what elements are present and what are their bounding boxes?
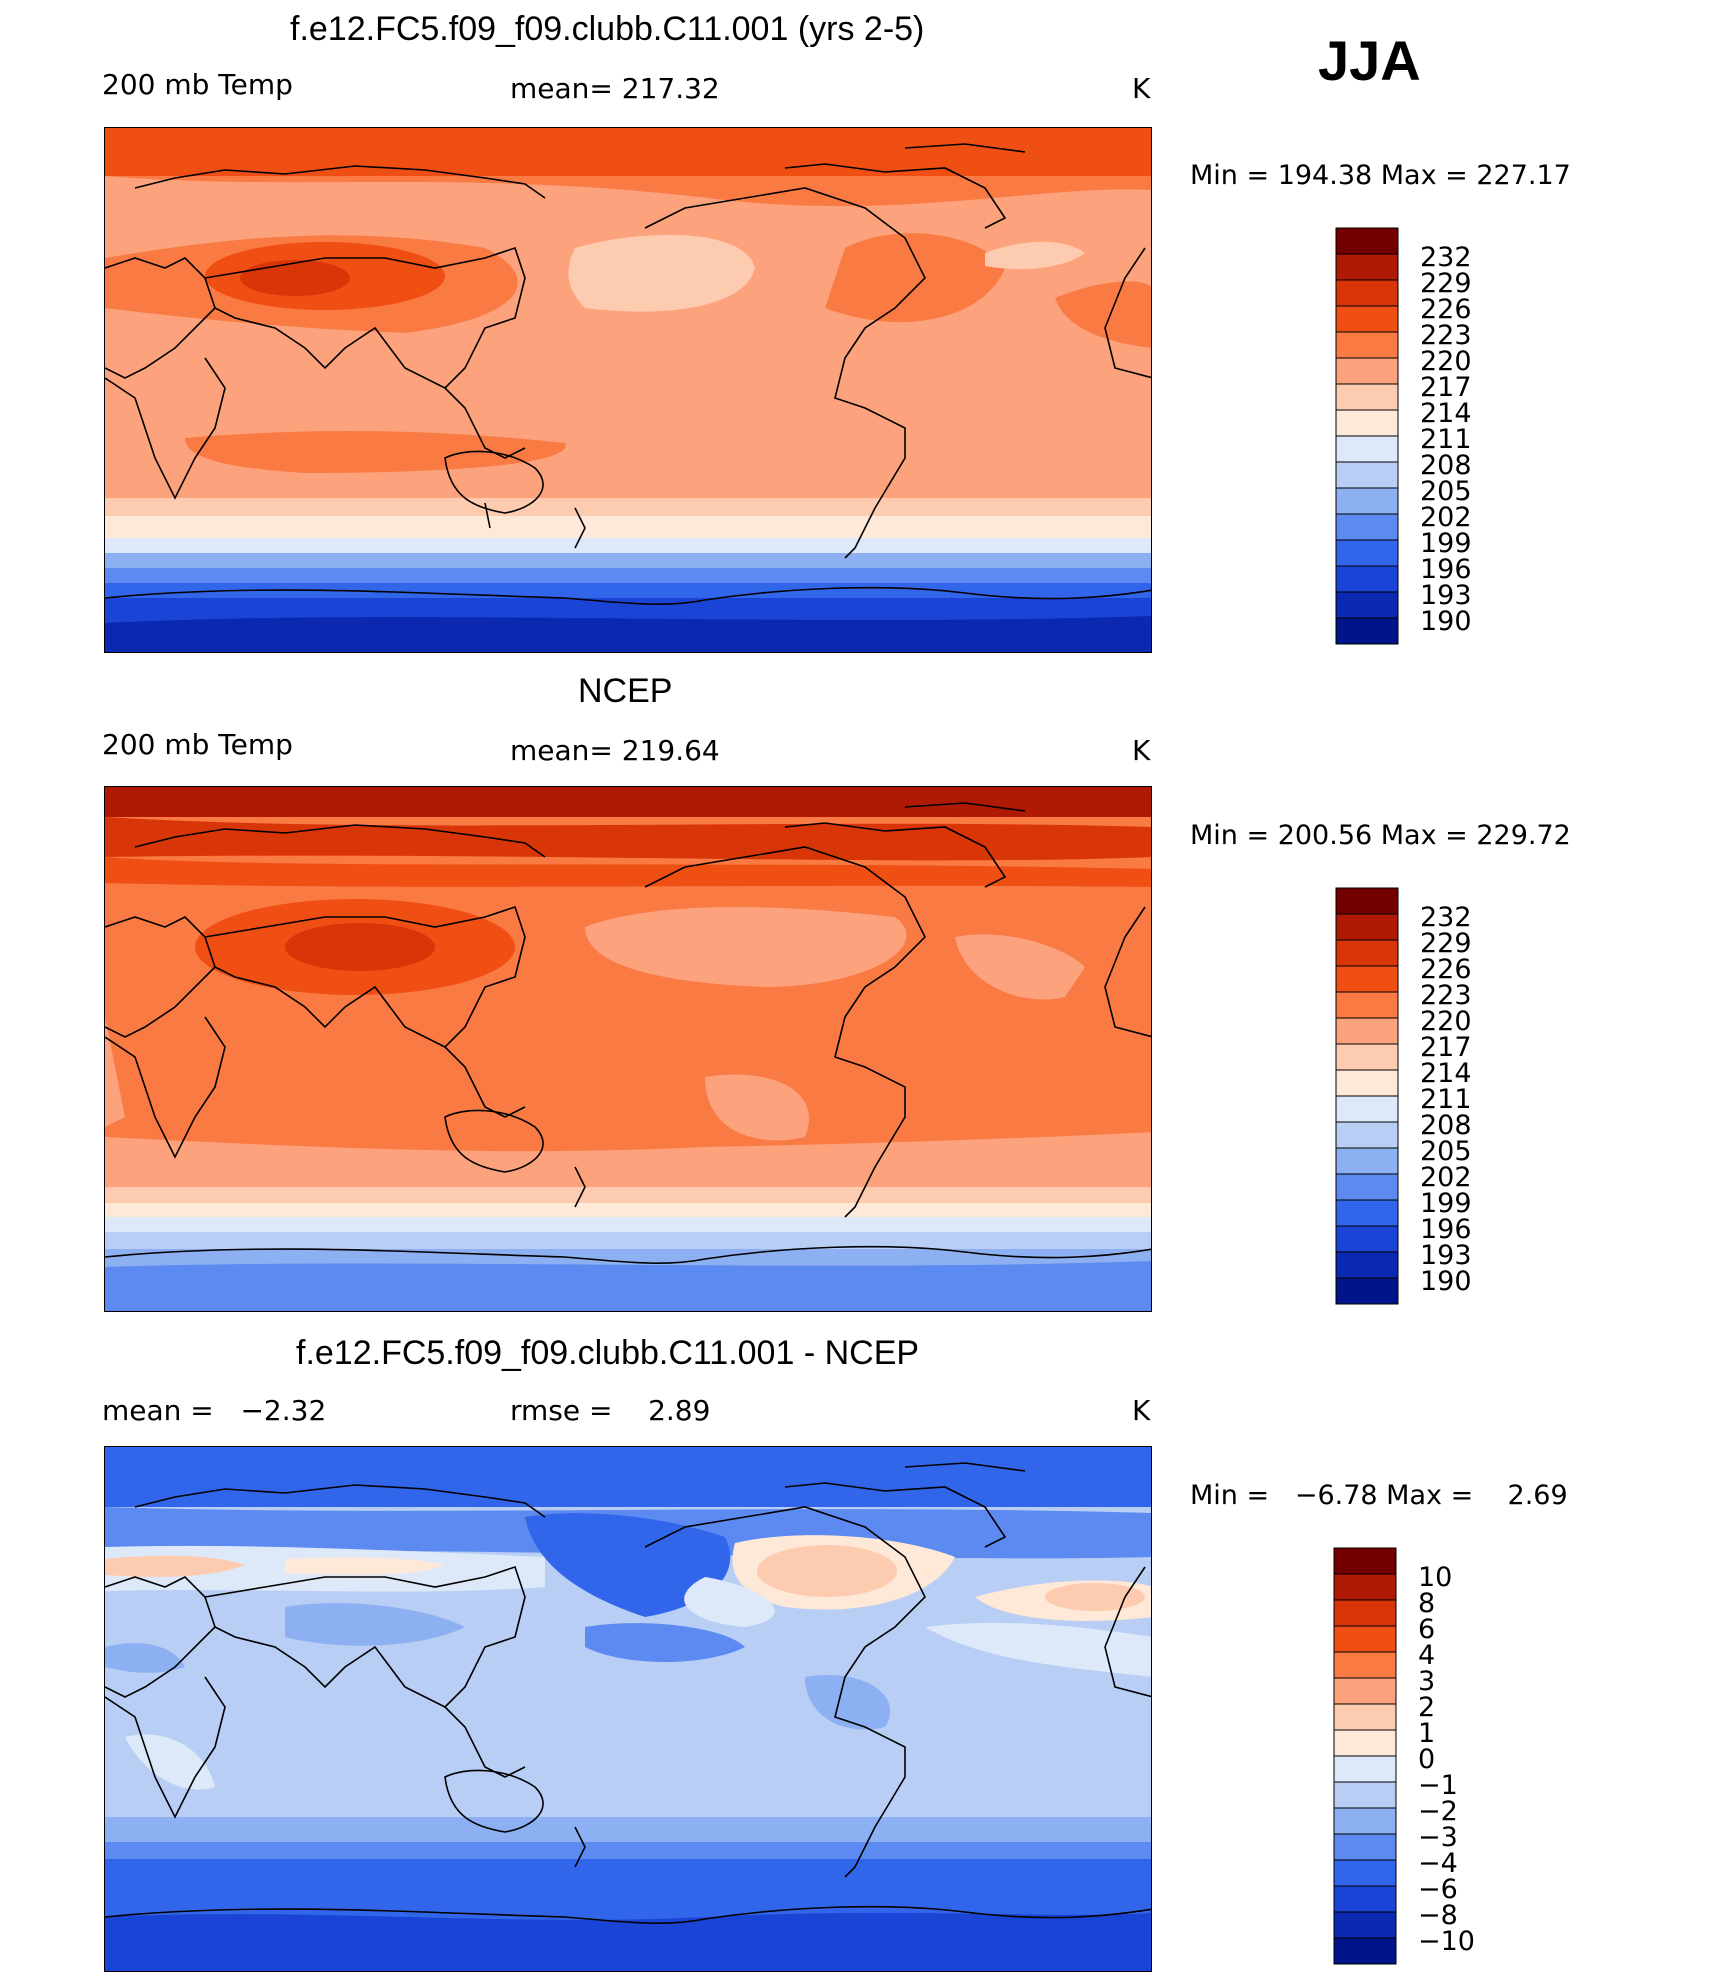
panel-model-map	[104, 127, 1152, 653]
panel-diff-unit-label: K	[1132, 1394, 1151, 1427]
colorbar-label: 4	[1418, 1640, 1436, 1671]
panel-obs-title: NCEP	[578, 672, 673, 710]
panel-obs-unit-label: K	[1132, 734, 1151, 767]
panel-diff-min-max: Min = −6.78 Max = 2.69	[1190, 1480, 1568, 1511]
panel-diff-map	[104, 1446, 1152, 1972]
colorbar-swatches	[1335, 887, 1399, 1305]
colorbar-label: 214	[1420, 398, 1472, 429]
season-label: JJA	[1318, 29, 1421, 92]
colorbar-label: 6	[1418, 1614, 1436, 1645]
colorbar-label: 220	[1420, 346, 1472, 377]
panel-model-min-max: Min = 194.38 Max = 227.17	[1190, 160, 1571, 191]
colorbar-label: 202	[1420, 1162, 1472, 1193]
panel-model-mean-label: mean= 217.32	[510, 72, 720, 105]
colorbar-label: 217	[1420, 1032, 1472, 1063]
panel-obs-min-max: Min = 200.56 Max = 229.72	[1190, 820, 1571, 851]
colorbar-label: 199	[1420, 528, 1472, 559]
colorbar-label: 190	[1420, 1266, 1472, 1297]
colorbar-label: 229	[1420, 928, 1472, 959]
panel-diff-rmse-label: rmse = 2.89	[510, 1394, 711, 1427]
panel-diff-title: f.e12.FC5.f09_f09.clubb.C11.001 - NCEP	[296, 1334, 920, 1372]
colorbar-label: 211	[1420, 1084, 1472, 1115]
colorbar-label: 196	[1420, 554, 1472, 585]
colorbar-label: 211	[1420, 424, 1472, 455]
panel-diff-mean-label: mean = −2.32	[102, 1394, 327, 1427]
colorbar-swatches	[1335, 227, 1399, 645]
colorbar-label: 226	[1420, 294, 1472, 325]
colorbar-label: 214	[1420, 1058, 1472, 1089]
panel-model-variable-label: 200 mb Temp	[102, 68, 293, 101]
colorbar-label: 1	[1418, 1718, 1436, 1749]
colorbar-label: 205	[1420, 1136, 1472, 1167]
panel-obs-map	[104, 786, 1152, 1312]
colorbar-label: 220	[1420, 1006, 1472, 1037]
panel-model-colorbar	[1335, 227, 1399, 645]
colorbar-label: 193	[1420, 1240, 1472, 1271]
colorbar-label: 205	[1420, 476, 1472, 507]
colorbar-label: 226	[1420, 954, 1472, 985]
colorbar-label: −6	[1418, 1874, 1458, 1905]
colorbar-label: 223	[1420, 320, 1472, 351]
panel-model-unit-label: K	[1132, 72, 1151, 105]
colorbar-label: −8	[1418, 1900, 1458, 1931]
colorbar-label: −2	[1418, 1796, 1458, 1827]
colorbar-label: 2	[1418, 1692, 1436, 1723]
colorbar-label: 10	[1418, 1562, 1453, 1593]
panel-model-title: f.e12.FC5.f09_f09.clubb.C11.001 (yrs 2-5…	[290, 10, 925, 48]
colorbar-label: −1	[1418, 1770, 1458, 1801]
panel-obs-mean-label: mean= 219.64	[510, 734, 720, 767]
colorbar-label: −4	[1418, 1848, 1458, 1879]
panel-obs-variable-label: 200 mb Temp	[102, 728, 293, 761]
colorbar-label: 0	[1418, 1744, 1436, 1775]
colorbar-label: 232	[1420, 242, 1472, 273]
colorbar-label: 8	[1418, 1588, 1436, 1619]
colorbar-label: 199	[1420, 1188, 1472, 1219]
colorbar-label: 217	[1420, 372, 1472, 403]
colorbar-swatches	[1333, 1547, 1397, 1965]
colorbar-label: 208	[1420, 1110, 1472, 1141]
panel-diff-colorbar	[1333, 1547, 1397, 1965]
colorbar-label: −3	[1418, 1822, 1458, 1853]
colorbar-label: 223	[1420, 980, 1472, 1011]
colorbar-label: 208	[1420, 450, 1472, 481]
colorbar-label: 196	[1420, 1214, 1472, 1245]
colorbar-label: 3	[1418, 1666, 1436, 1697]
colorbar-label: 232	[1420, 902, 1472, 933]
colorbar-label: 202	[1420, 502, 1472, 533]
colorbar-label: −10	[1418, 1926, 1475, 1957]
colorbar-label: 229	[1420, 268, 1472, 299]
colorbar-label: 193	[1420, 580, 1472, 611]
panel-obs-colorbar	[1335, 887, 1399, 1305]
colorbar-label: 190	[1420, 606, 1472, 637]
